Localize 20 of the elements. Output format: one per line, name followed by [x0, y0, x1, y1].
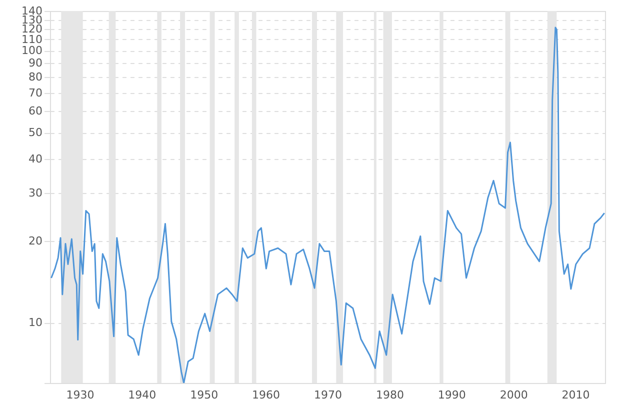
x-tick-label: 1950 [190, 388, 218, 402]
y-tick-label: 10 [28, 316, 42, 330]
y-tick-label: 30 [28, 186, 42, 200]
x-tick-label: 1930 [66, 388, 94, 402]
y-tick-label: 80 [28, 70, 42, 84]
x-tick-label: 1980 [376, 388, 404, 402]
y-tick-label: 60 [28, 104, 42, 118]
y-tick-label: 50 [28, 126, 42, 140]
x-tick-label: 1990 [438, 388, 466, 402]
x-tick-label: 2010 [562, 388, 590, 402]
x-tick-label: 2000 [500, 388, 528, 402]
y-tick-label: 90 [28, 56, 42, 70]
y-tick-label: 40 [28, 152, 42, 166]
x-tick-label: 1970 [314, 388, 342, 402]
y-tick-label: 70 [28, 86, 42, 100]
x-tick-label: 1940 [128, 388, 156, 402]
x-tick-label: 1960 [252, 388, 280, 402]
y-tick-label: 100 [22, 44, 42, 58]
line-series [50, 26, 605, 383]
y-tick-label: 20 [28, 234, 42, 248]
